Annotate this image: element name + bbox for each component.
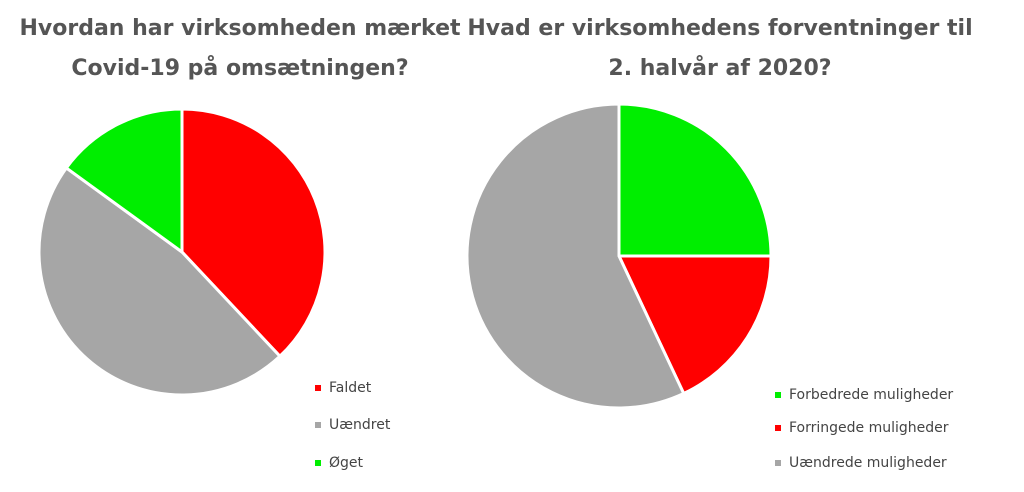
pie-slice	[465, 102, 686, 410]
legend-label: Uændret	[329, 417, 391, 433]
pie-slice	[37, 165, 283, 397]
pie-slice	[64, 107, 184, 255]
pie-slice	[180, 107, 327, 359]
chart-title: Hvordan har virksomheden mærket	[19, 16, 461, 41]
legend-label: Øget	[329, 455, 364, 471]
legend-marker	[775, 392, 781, 398]
chart-title: 2. halvår af 2020?	[608, 55, 831, 81]
legend-label: Uændrede muligheder	[789, 455, 947, 471]
pie-slice	[617, 102, 773, 258]
legend-marker	[315, 422, 321, 428]
chart-title: Covid-19 på omsætningen?	[71, 55, 408, 81]
legend-marker	[315, 460, 321, 466]
legend-label: Forringede muligheder	[789, 420, 949, 436]
legend-label: Forbedrede muligheder	[789, 387, 953, 403]
chart-title: Hvad er virksomhedens forventninger til	[467, 16, 972, 41]
legend-marker	[775, 425, 781, 431]
pie-slice	[616, 254, 773, 396]
legend-marker	[775, 460, 781, 466]
legend-label: Faldet	[329, 380, 372, 396]
legend-marker	[315, 385, 321, 391]
